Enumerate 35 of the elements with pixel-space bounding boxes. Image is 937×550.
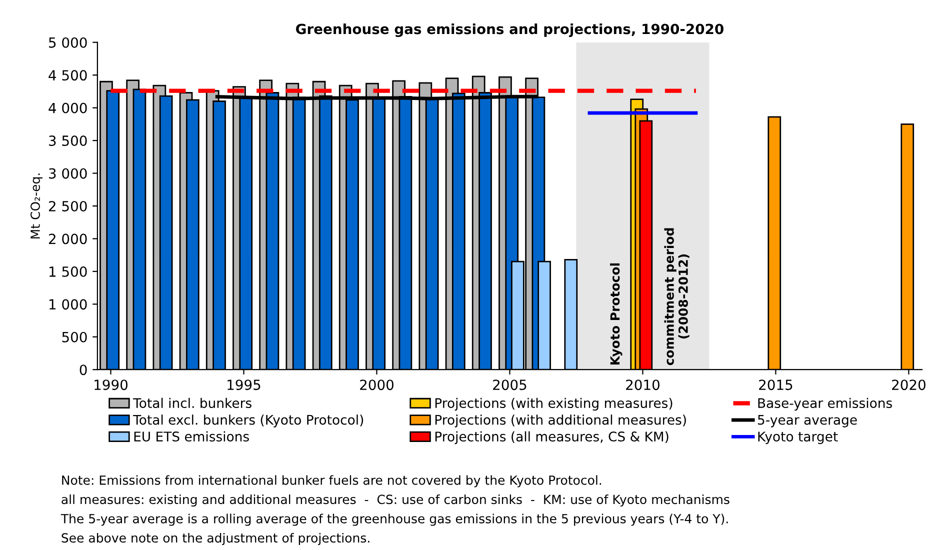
y-tick-label: 5 000 <box>49 37 87 48</box>
text: See above note on the adjustment of projections. <box>62 532 370 546</box>
y-tick-label: 1 500 <box>49 266 87 277</box>
y-tick-label: 0 <box>80 364 87 376</box>
y-tick-label: 3 000 <box>49 168 87 179</box>
legend-label: Total incl. bunkers <box>133 398 252 408</box>
legend-label: EU ETS emissions <box>134 431 249 442</box>
y-tick-label: 4 000 <box>48 102 87 114</box>
legend-label: Projections (all measures, CS & KM) <box>435 431 668 444</box>
legend-label: Kyoto target <box>758 432 838 444</box>
y-tick-label: 2 000 <box>48 234 87 244</box>
x-tick-label: 2000 <box>360 380 394 390</box>
legend-label: Total excl. bunkers (Kyoto Protocol) <box>133 414 364 428</box>
text: Note: Emissions from international bunker fuels are not covered by the Kyoto Protocol. <box>62 475 602 488</box>
x-tick-label: 2010 <box>626 380 660 390</box>
x-tick-label: 1990 <box>94 380 128 390</box>
x-tick-label: 2005 <box>493 380 526 390</box>
y-tick-label: 4 500 <box>48 70 87 81</box>
x-tick-label: 2015 <box>759 380 792 390</box>
x-tick-label: 1995 <box>228 380 260 390</box>
text: all measures: existing and additional measures - CS: use of carbon sinks - KM: use of Kyoto mechanisms <box>62 494 730 507</box>
legend-label: Projections (with existing measures) <box>435 398 672 411</box>
x-tick-label: 2020 <box>892 380 926 390</box>
y-tick-label: 1 000 <box>49 299 87 310</box>
y-tick-label: 3 500 <box>49 135 87 146</box>
text: The 5-year average is a rolling average of the greenhouse gas emissions in the 5 previous years (Y-4 to Y). <box>60 514 728 526</box>
legend-label: 5-year average <box>758 414 857 428</box>
annotation: commitment period (2008-2012) <box>664 228 690 366</box>
legend-label: Projections (with additional measures) <box>435 414 686 428</box>
y-axis-title: Mt CO₂-eq. <box>30 174 42 238</box>
y-tick-label: 500 <box>62 332 87 342</box>
legend-label: Base-year emissions <box>758 398 892 411</box>
y-tick-label: 2 500 <box>48 200 87 212</box>
chart-title: Greenhouse gas emissions and projections, 1990-2020 <box>296 23 724 38</box>
annotation: Kyoto Protocol <box>610 263 622 365</box>
